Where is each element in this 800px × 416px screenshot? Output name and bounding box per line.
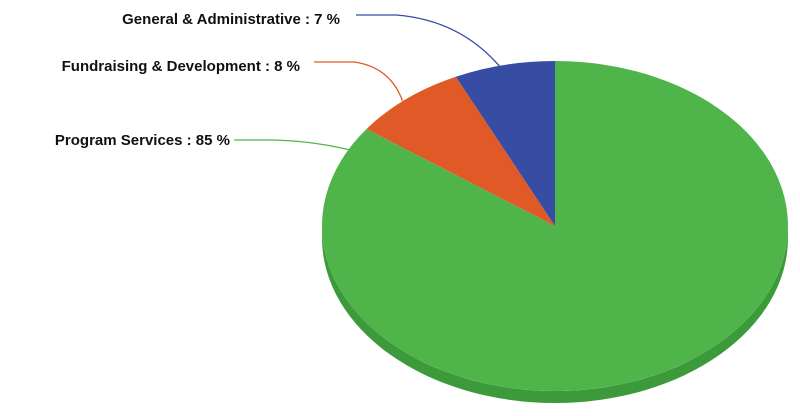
slice-labels-layer: Program Services : 85 % Fundraising & De… [55, 11, 340, 149]
leader-line-program-services [234, 139, 658, 376]
slice-label-fundraising-development: Fundraising & Development : 8 % [62, 58, 300, 75]
leader-line-general-administrative [356, 14, 501, 68]
leader-line-fundraising-development [314, 61, 404, 102]
leader-lines-layer [234, 14, 658, 376]
slice-label-program-services: Program Services : 85 % [55, 132, 230, 149]
pie-slice-fundraising-development [366, 76, 555, 226]
pie-slice-general-administrative [455, 61, 555, 226]
pie-slices-layer [321, 61, 788, 391]
slice-label-general-administrative: General & Administrative : 7 % [122, 11, 340, 28]
